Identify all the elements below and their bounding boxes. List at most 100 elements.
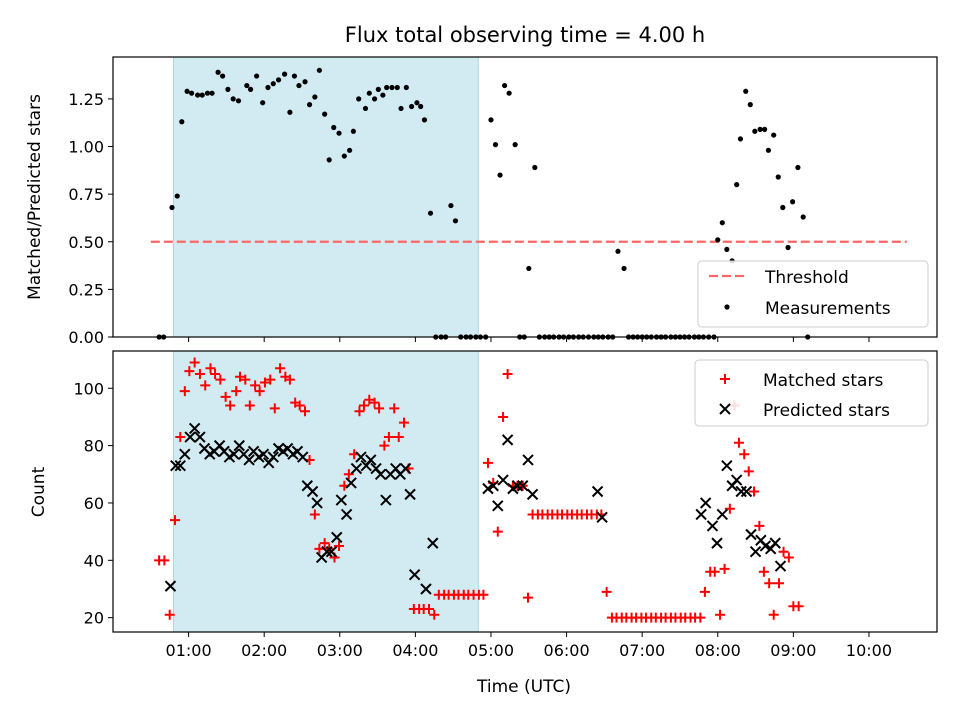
matched-point bbox=[300, 406, 311, 417]
matched-point bbox=[369, 397, 380, 408]
x-axis-label: Time (UTC) bbox=[476, 677, 571, 697]
predicted-point bbox=[365, 454, 377, 466]
measurement-point bbox=[350, 128, 356, 134]
measurement-point bbox=[526, 265, 532, 272]
measurement-point bbox=[715, 237, 721, 243]
matched-point bbox=[749, 486, 760, 497]
measurement-point bbox=[331, 124, 337, 131]
y-tick-label: 0.50 bbox=[68, 233, 104, 252]
predicted-point bbox=[427, 537, 439, 549]
measurement-point bbox=[421, 117, 428, 123]
matched-point bbox=[709, 566, 720, 577]
measurement-point bbox=[389, 84, 395, 91]
matched-point bbox=[523, 592, 534, 603]
predicted-point bbox=[335, 494, 348, 506]
measurement-point bbox=[795, 164, 801, 171]
predicted-point bbox=[350, 462, 363, 475]
matched-point bbox=[309, 509, 320, 520]
predicted-point bbox=[774, 560, 787, 572]
ratio-panel: 0.00 0.25 0.50 0.75 1.00 1.25 Threshold Measure… bbox=[68, 56, 938, 347]
measurement-point bbox=[260, 100, 266, 106]
predicted-point bbox=[311, 497, 323, 509]
measurement-point bbox=[724, 246, 730, 252]
x-tick-label: 10:00 bbox=[846, 641, 892, 660]
observing-window-span bbox=[172, 350, 479, 633]
predicted-point bbox=[325, 546, 338, 558]
axes-frame bbox=[112, 350, 938, 633]
predicted-point bbox=[759, 540, 772, 552]
predicted-point bbox=[243, 454, 255, 466]
x-tick-label: 04:00 bbox=[392, 641, 438, 660]
observing-window-span bbox=[172, 56, 479, 338]
measurement-point bbox=[336, 130, 342, 136]
matched-point bbox=[254, 386, 265, 397]
y-tick-label: 60 bbox=[84, 494, 104, 513]
matched-point bbox=[265, 374, 276, 385]
predicted-point bbox=[526, 488, 539, 501]
measurement-point bbox=[785, 244, 791, 251]
predicted-point bbox=[408, 568, 421, 581]
legend-matched-label: Matched stars bbox=[763, 371, 883, 391]
measurement-point bbox=[189, 90, 195, 96]
matched-point bbox=[768, 609, 779, 620]
measurement-point bbox=[384, 84, 390, 91]
predicted-point bbox=[257, 448, 270, 460]
matched-point bbox=[393, 432, 404, 443]
matched-point bbox=[164, 609, 175, 620]
measurement-point bbox=[230, 96, 236, 102]
measurement-point bbox=[184, 88, 190, 94]
x-tick-label: 02:00 bbox=[241, 641, 287, 660]
measurement-point bbox=[316, 67, 322, 73]
matched-point bbox=[175, 432, 186, 443]
matched-point bbox=[743, 466, 754, 477]
matched-point bbox=[502, 368, 513, 379]
legend-measurements-swatch bbox=[724, 304, 730, 310]
predicted-point bbox=[721, 459, 733, 472]
measurement-point bbox=[414, 100, 420, 106]
matched-point bbox=[275, 363, 286, 374]
predicted-point bbox=[716, 508, 729, 521]
predicted-point bbox=[331, 531, 343, 544]
matched-point bbox=[758, 566, 769, 577]
predicted-point bbox=[522, 454, 534, 466]
predicted-point bbox=[492, 500, 504, 512]
predicted-point bbox=[164, 580, 177, 592]
predicted-point bbox=[194, 431, 206, 443]
measurement-point bbox=[752, 128, 758, 134]
matched-point bbox=[194, 368, 205, 379]
predicted-point bbox=[233, 439, 245, 452]
matched-point bbox=[259, 377, 270, 388]
matched-point bbox=[319, 538, 330, 549]
y-tick-label: 80 bbox=[84, 437, 104, 456]
predicted-point bbox=[695, 508, 707, 521]
matched-point bbox=[783, 552, 794, 563]
measurement-point bbox=[734, 182, 740, 188]
x-tick-label: 09:00 bbox=[770, 641, 816, 660]
measurement-point bbox=[409, 103, 415, 110]
matched-point bbox=[739, 449, 750, 460]
matched-point bbox=[764, 578, 775, 589]
predicted-point bbox=[380, 494, 392, 506]
x-tick-label: 08:00 bbox=[695, 641, 741, 660]
matched-point bbox=[793, 601, 804, 612]
series-matched-stars bbox=[154, 357, 804, 623]
measurement-point bbox=[719, 220, 725, 226]
legend-box bbox=[694, 359, 929, 427]
predicted-point bbox=[591, 485, 604, 498]
bottom-legend: Matched stars Predicted stars bbox=[694, 359, 929, 427]
measurement-point bbox=[356, 96, 362, 102]
matched-point bbox=[383, 432, 394, 443]
measurement-point bbox=[179, 119, 185, 125]
matched-point bbox=[715, 609, 726, 620]
matched-point bbox=[379, 440, 390, 451]
predicted-point bbox=[399, 462, 412, 475]
predicted-point bbox=[420, 583, 432, 595]
matched-point bbox=[205, 363, 216, 374]
legend-predicted-label: Predicted stars bbox=[763, 401, 890, 421]
legend-threshold-label: Threshold bbox=[764, 268, 849, 288]
measurement-point bbox=[215, 69, 221, 75]
measurement-point bbox=[270, 81, 276, 87]
y-tick-label: 20 bbox=[84, 609, 104, 628]
matched-point bbox=[778, 546, 789, 557]
